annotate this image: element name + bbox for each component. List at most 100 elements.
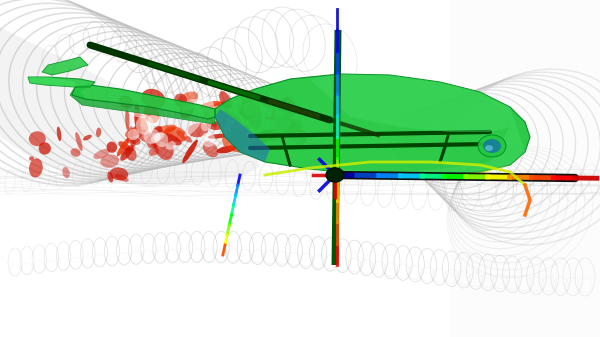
- Ellipse shape: [279, 116, 284, 122]
- Ellipse shape: [268, 128, 278, 141]
- Ellipse shape: [478, 135, 506, 157]
- Ellipse shape: [136, 115, 154, 135]
- Ellipse shape: [29, 131, 46, 146]
- Ellipse shape: [218, 110, 229, 125]
- Ellipse shape: [38, 142, 51, 155]
- Ellipse shape: [130, 138, 136, 147]
- Ellipse shape: [119, 95, 133, 109]
- Ellipse shape: [154, 132, 169, 147]
- Ellipse shape: [141, 89, 166, 109]
- Polygon shape: [310, 74, 525, 175]
- Ellipse shape: [29, 158, 43, 178]
- Ellipse shape: [146, 135, 159, 149]
- Ellipse shape: [202, 96, 214, 113]
- Ellipse shape: [208, 134, 228, 139]
- Ellipse shape: [184, 120, 201, 137]
- Ellipse shape: [217, 146, 237, 153]
- Ellipse shape: [118, 141, 131, 151]
- Ellipse shape: [29, 156, 34, 161]
- Bar: [450, 0, 600, 337]
- Ellipse shape: [153, 125, 176, 134]
- Ellipse shape: [277, 98, 298, 117]
- Ellipse shape: [278, 138, 295, 154]
- Ellipse shape: [271, 104, 277, 122]
- Polygon shape: [430, 152, 525, 177]
- Ellipse shape: [222, 132, 250, 152]
- Ellipse shape: [258, 131, 273, 140]
- Ellipse shape: [230, 122, 247, 151]
- Ellipse shape: [115, 174, 129, 182]
- Ellipse shape: [483, 139, 501, 153]
- Ellipse shape: [188, 123, 208, 137]
- Ellipse shape: [274, 118, 301, 139]
- Ellipse shape: [71, 148, 80, 157]
- Ellipse shape: [151, 133, 161, 143]
- Ellipse shape: [239, 108, 252, 119]
- Ellipse shape: [131, 137, 140, 145]
- Ellipse shape: [219, 91, 232, 110]
- Ellipse shape: [181, 99, 200, 110]
- Ellipse shape: [125, 109, 130, 131]
- Ellipse shape: [176, 92, 198, 108]
- Ellipse shape: [139, 129, 152, 142]
- Ellipse shape: [143, 129, 160, 144]
- Ellipse shape: [179, 100, 194, 118]
- Ellipse shape: [247, 103, 262, 129]
- Ellipse shape: [110, 167, 128, 180]
- Ellipse shape: [205, 115, 226, 130]
- Ellipse shape: [281, 132, 302, 153]
- Ellipse shape: [265, 117, 287, 121]
- Ellipse shape: [201, 132, 215, 147]
- Ellipse shape: [153, 132, 164, 141]
- Polygon shape: [215, 74, 530, 175]
- Ellipse shape: [100, 154, 119, 168]
- Ellipse shape: [241, 90, 260, 116]
- Ellipse shape: [127, 126, 133, 144]
- Ellipse shape: [143, 105, 160, 123]
- Ellipse shape: [209, 106, 226, 122]
- Ellipse shape: [83, 135, 92, 141]
- Ellipse shape: [259, 131, 274, 142]
- Ellipse shape: [62, 167, 70, 178]
- Ellipse shape: [125, 147, 137, 161]
- Polygon shape: [0, 0, 260, 187]
- Ellipse shape: [120, 145, 134, 161]
- Ellipse shape: [287, 129, 307, 148]
- Ellipse shape: [117, 137, 130, 156]
- Ellipse shape: [107, 171, 113, 183]
- Ellipse shape: [241, 125, 250, 134]
- Ellipse shape: [166, 141, 176, 150]
- Ellipse shape: [203, 141, 218, 157]
- Ellipse shape: [176, 130, 192, 143]
- Ellipse shape: [211, 105, 226, 123]
- Ellipse shape: [149, 148, 160, 156]
- Ellipse shape: [182, 140, 198, 163]
- Ellipse shape: [151, 131, 161, 148]
- Ellipse shape: [154, 134, 173, 160]
- Ellipse shape: [326, 168, 344, 182]
- Ellipse shape: [272, 112, 291, 133]
- Ellipse shape: [154, 132, 182, 146]
- Ellipse shape: [153, 128, 176, 137]
- Ellipse shape: [175, 93, 187, 107]
- Ellipse shape: [204, 101, 230, 114]
- Ellipse shape: [277, 120, 302, 142]
- Ellipse shape: [242, 101, 260, 116]
- Ellipse shape: [252, 135, 266, 147]
- Ellipse shape: [134, 103, 141, 133]
- Polygon shape: [42, 57, 88, 75]
- Polygon shape: [28, 77, 95, 87]
- Ellipse shape: [125, 127, 142, 137]
- Ellipse shape: [205, 114, 216, 124]
- Ellipse shape: [107, 142, 117, 153]
- Ellipse shape: [226, 112, 242, 122]
- Polygon shape: [215, 109, 270, 162]
- Ellipse shape: [127, 108, 146, 118]
- Ellipse shape: [485, 145, 493, 151]
- Ellipse shape: [262, 101, 273, 108]
- Ellipse shape: [276, 115, 293, 133]
- Ellipse shape: [148, 114, 160, 126]
- Ellipse shape: [137, 112, 149, 135]
- Ellipse shape: [200, 101, 221, 109]
- Ellipse shape: [287, 131, 300, 146]
